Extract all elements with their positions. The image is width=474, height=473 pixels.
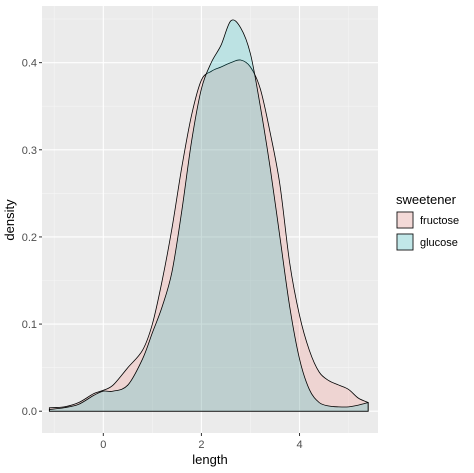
legend: sweetener fructose glucose	[396, 192, 459, 251]
grid-major	[42, 6, 378, 433]
grid-minor	[42, 6, 378, 433]
density-area-glucose	[48, 19, 369, 412]
legend-label-glucose: glucose	[420, 237, 458, 249]
density-areas	[48, 19, 369, 412]
legend-key-glucose	[396, 233, 414, 251]
y-axis-ticks: 0.0 0.1 0.2 0.3 0.4	[22, 58, 42, 418]
density-area-fructose	[48, 59, 369, 412]
legend-key-bg	[396, 233, 414, 251]
y-tick-label: 0.2	[22, 232, 37, 244]
y-tick-label: 0.1	[22, 319, 37, 331]
y-tick-label: 0.3	[22, 145, 37, 157]
legend-key-bg	[396, 211, 414, 229]
legend-key-fructose	[396, 211, 414, 229]
y-axis-title: density	[2, 199, 17, 241]
x-tick-label: 0	[100, 439, 106, 451]
plot-panel	[42, 6, 378, 433]
y-tick-label: 0.4	[22, 58, 37, 70]
x-tick-label: 2	[198, 439, 204, 451]
x-tick-label: 4	[296, 439, 302, 451]
x-axis-ticks: 0 2 4	[100, 433, 303, 451]
y-tick-label: 0.0	[22, 406, 37, 418]
x-axis-title: length	[192, 452, 227, 467]
legend-title: sweetener	[396, 192, 457, 207]
legend-label-fructose: fructose	[420, 215, 459, 227]
